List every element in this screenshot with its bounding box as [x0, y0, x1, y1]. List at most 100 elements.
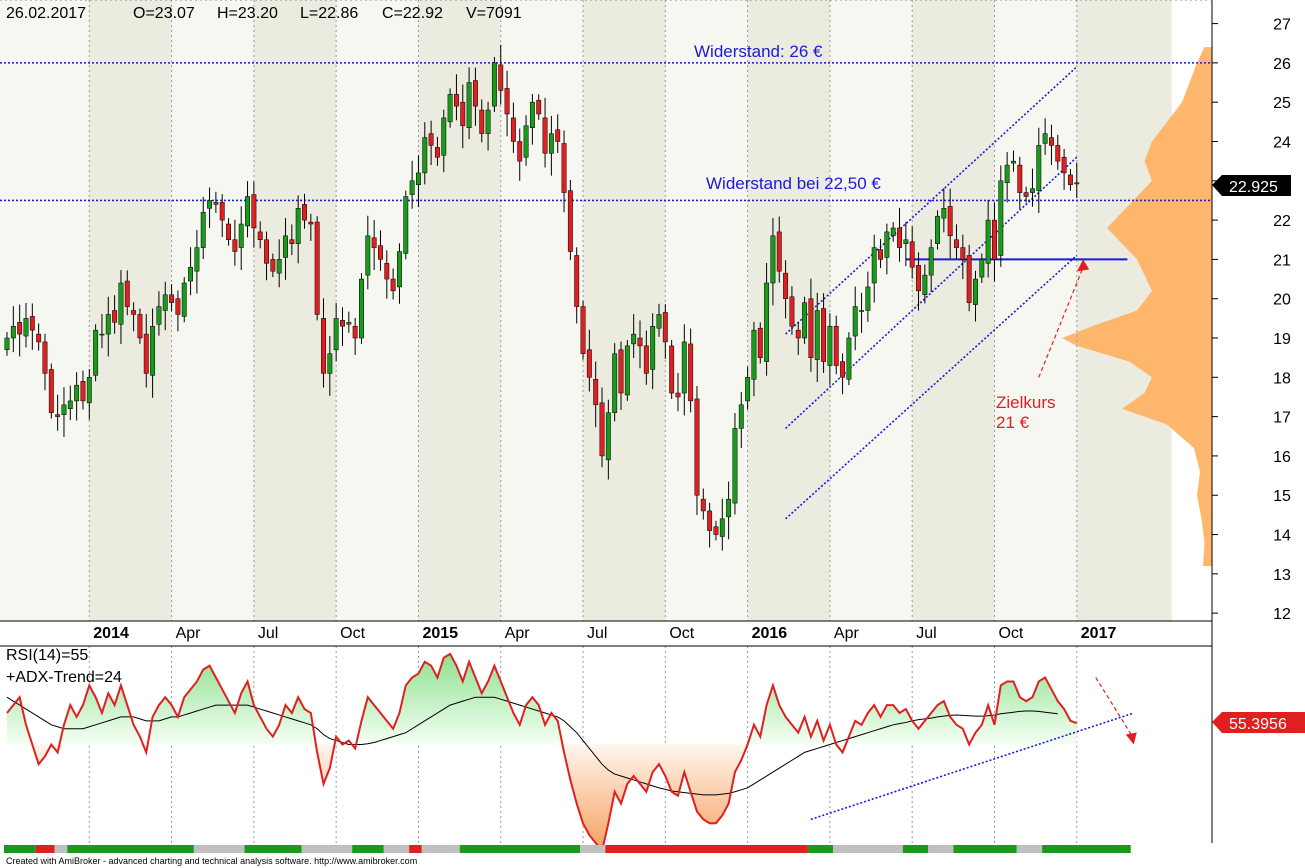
trend-strip-segment [1042, 845, 1131, 853]
candle-body [909, 241, 915, 268]
price-band [0, 0, 90, 621]
candle-body [460, 101, 466, 127]
y-tick-label: 22 [1273, 213, 1291, 230]
candle-body [846, 337, 852, 380]
candle-body [181, 282, 187, 317]
x-tick-label: Oct [669, 625, 694, 642]
adx-label: +ADX-Trend=24 [6, 669, 122, 686]
candle-body [295, 208, 301, 244]
trend-strip-segment [352, 845, 384, 853]
last-price-badge-shape [1212, 175, 1291, 196]
price-band [829, 0, 913, 621]
trend-strip-segment [833, 845, 903, 853]
candle-body [150, 325, 156, 376]
rsi-label: RSI(14)=55 [6, 647, 88, 664]
candle-body [878, 249, 883, 260]
x-tick-label: Jul [258, 625, 278, 642]
candle-body [321, 318, 326, 374]
trend-strip-segment [902, 845, 929, 853]
candle-body [340, 320, 345, 327]
candle-body [175, 298, 181, 315]
header-open: O=23.07 [133, 5, 195, 22]
y-tick-label: 20 [1273, 292, 1291, 309]
candle-body [916, 265, 921, 292]
candle-body [694, 398, 700, 496]
candle-body [466, 82, 472, 128]
candle-body [86, 377, 92, 404]
y-tick-label: 21 [1273, 252, 1291, 269]
y-tick-label: 17 [1273, 410, 1291, 427]
candle-body [352, 325, 358, 339]
candle-body [112, 310, 118, 323]
candle-body [434, 147, 440, 158]
candle-body [681, 341, 687, 394]
candle-body [707, 510, 713, 531]
candle-body [960, 247, 966, 260]
candle-body [808, 298, 814, 358]
candle-body [264, 239, 269, 264]
header-volume: V=7091 [466, 5, 522, 22]
header-date: 26.02.2017 [6, 5, 86, 22]
candle-body [561, 143, 567, 193]
y-tick-label: 16 [1273, 449, 1291, 466]
candle-body [479, 109, 485, 134]
trend-strip-segment [459, 845, 581, 853]
rsi-last-badge-shape [1212, 712, 1305, 733]
trend-strip-segment [421, 845, 460, 853]
candle-body [169, 294, 175, 303]
candle-body [618, 349, 624, 394]
candle-body [574, 255, 580, 307]
rsi-last-value: 55.3956 [1229, 716, 1287, 733]
trend-strip [4, 845, 1131, 853]
trend-strip-segment [580, 845, 606, 853]
candle-body [567, 190, 573, 252]
candle-body [726, 498, 732, 518]
y-tick-label: 12 [1273, 606, 1291, 623]
candle-body [188, 267, 194, 282]
candle-body [23, 318, 29, 337]
target-arrow-line [1038, 267, 1084, 378]
candle-body [637, 337, 643, 347]
candle-body [498, 64, 504, 91]
candle-body [548, 133, 554, 154]
candle-body [884, 231, 890, 258]
rsi-arrow-head [1125, 732, 1137, 745]
trend-strip-segment [807, 845, 834, 853]
trend-strip-segment [383, 845, 410, 853]
candle-body [1049, 137, 1054, 146]
price-band [500, 0, 584, 621]
candle-body [1074, 182, 1080, 185]
candle-body [124, 280, 130, 307]
candle-body [688, 343, 694, 402]
candle-body [403, 196, 409, 254]
candle-body [713, 526, 719, 535]
trend-strip-segment [4, 845, 36, 853]
candle-body [308, 221, 314, 225]
header-low: L=22.86 [300, 5, 358, 22]
candles [4, 44, 1080, 551]
x-tick-label: Oct [998, 625, 1023, 642]
chart-overlays [0, 62, 1212, 520]
candle-body [472, 80, 478, 107]
candle-body [890, 227, 896, 237]
x-tick-label: Apr [505, 625, 531, 642]
candle-body [738, 404, 744, 429]
candle-body [631, 333, 637, 345]
candle-body [605, 412, 611, 461]
candle-body [922, 274, 928, 296]
candle-body [928, 247, 934, 276]
candle-body [897, 227, 902, 248]
candle-body [99, 333, 105, 336]
candle-body [10, 325, 16, 339]
adx-line [6, 696, 1058, 796]
candle-body [643, 345, 649, 374]
candle-body [74, 384, 80, 402]
candle-body [555, 129, 561, 142]
trend-strip-segment [953, 845, 1017, 853]
candle-body [662, 312, 668, 343]
candle-body [1017, 164, 1023, 193]
candle-body [1055, 145, 1061, 162]
price-band [912, 0, 995, 621]
y-tick-label: 24 [1273, 134, 1291, 151]
candle-body [859, 310, 864, 312]
